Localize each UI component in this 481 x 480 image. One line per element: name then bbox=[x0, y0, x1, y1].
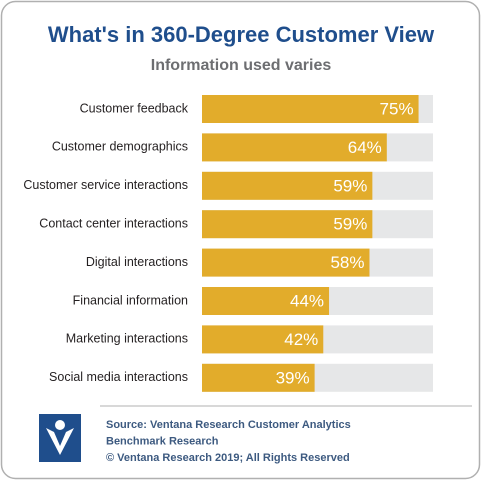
chart-subtitle: Information used varies bbox=[151, 57, 332, 74]
value-label: 59% bbox=[333, 215, 367, 234]
category-label: Digital interactions bbox=[86, 255, 188, 269]
source-text: Source: Ventana Research Customer Analyt… bbox=[106, 419, 351, 431]
source-text: © Ventana Research 2019; All Rights Rese… bbox=[106, 452, 350, 464]
chart-title: What's in 360-Degree Customer View bbox=[48, 22, 435, 47]
source-text: Benchmark Research bbox=[106, 435, 219, 447]
category-label: Social media interactions bbox=[49, 370, 188, 384]
bar bbox=[202, 171, 373, 200]
logo bbox=[39, 414, 81, 462]
category-label: Contact center interactions bbox=[39, 216, 188, 230]
value-label: 58% bbox=[330, 253, 364, 272]
logo-v bbox=[46, 428, 74, 455]
bar bbox=[202, 363, 315, 392]
category-label: Customer feedback bbox=[80, 101, 189, 115]
value-label: 42% bbox=[284, 330, 318, 349]
category-label: Marketing interactions bbox=[66, 332, 188, 346]
bar bbox=[202, 95, 419, 123]
value-label: 39% bbox=[276, 368, 310, 387]
bar bbox=[202, 248, 370, 277]
bar bbox=[202, 133, 387, 162]
category-label: Customer demographics bbox=[52, 140, 188, 154]
category-label: Customer service interactions bbox=[23, 178, 188, 192]
logo-head bbox=[55, 420, 65, 430]
value-label: 44% bbox=[290, 291, 324, 310]
value-label: 59% bbox=[333, 176, 367, 195]
value-label: 75% bbox=[380, 99, 414, 118]
category-label: Financial information bbox=[73, 293, 188, 307]
bar bbox=[202, 325, 324, 354]
bar bbox=[202, 210, 373, 239]
value-label: 64% bbox=[348, 138, 382, 157]
bar bbox=[202, 287, 330, 315]
